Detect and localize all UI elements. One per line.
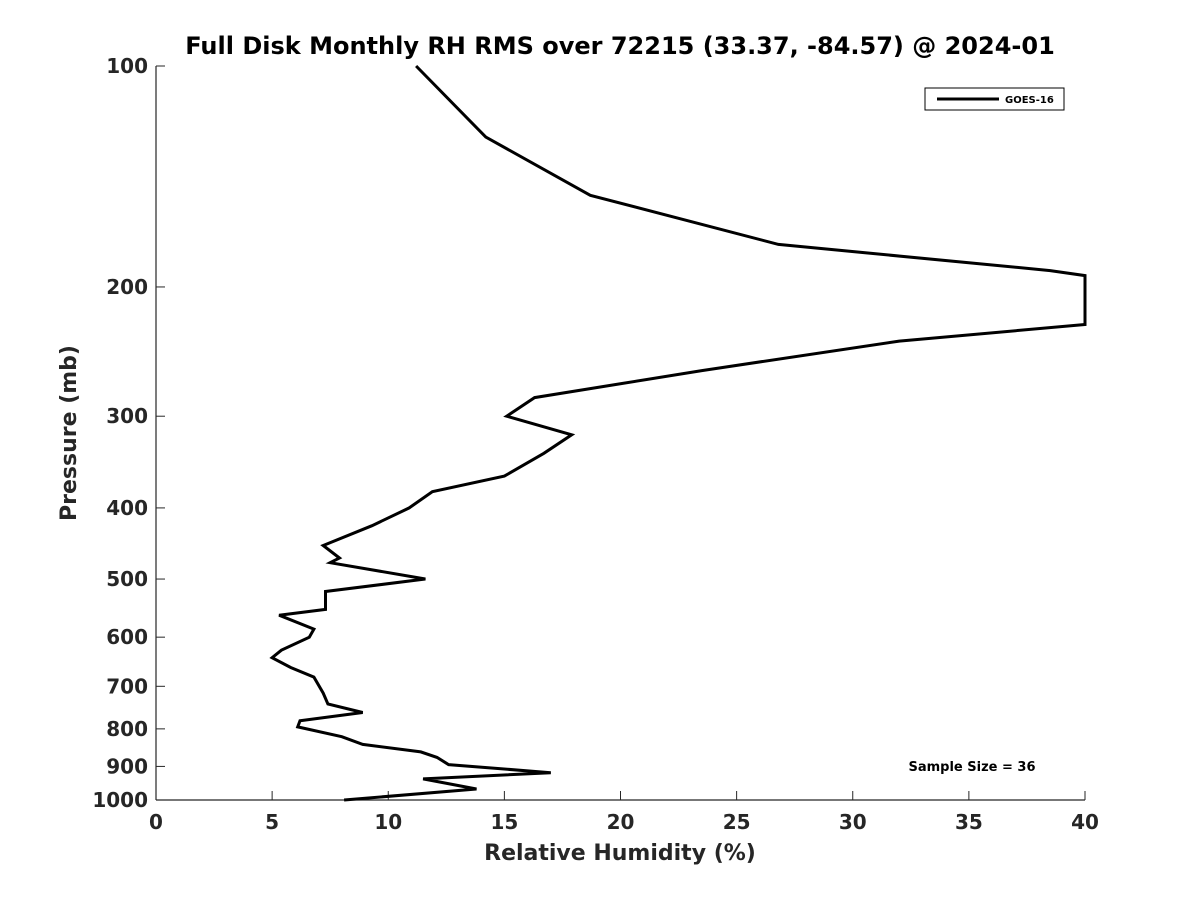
y-tick-label: 500	[106, 567, 148, 591]
y-tick-label: 800	[106, 717, 148, 741]
legend: GOES-16	[924, 87, 1065, 111]
x-tick-label: 35	[955, 810, 983, 834]
plot-axes	[155, 66, 1085, 801]
y-tick-label: 100	[106, 54, 148, 78]
y-axis-label: Pressure (mb)	[57, 345, 82, 521]
x-tick-label: 0	[149, 810, 163, 834]
y-axis-ticks: 100 200 300 400 500 600 700 800 900 1000	[92, 54, 165, 812]
x-tick-label: 15	[490, 810, 518, 834]
sample-size-annotation: Sample Size = 36	[908, 760, 1035, 775]
y-tick-label: 900	[106, 754, 148, 778]
x-tick-label: 30	[839, 810, 867, 834]
y-tick-label: 300	[106, 404, 148, 428]
x-axis-label: Relative Humidity (%)	[484, 841, 756, 866]
y-tick-label: 1000	[92, 788, 148, 812]
y-tick-label: 200	[106, 275, 148, 299]
chart-title: Full Disk Monthly RH RMS over 72215 (33.…	[185, 32, 1055, 60]
x-tick-label: 40	[1071, 810, 1099, 834]
x-tick-label: 20	[607, 810, 635, 834]
x-tick-label: 5	[265, 810, 279, 834]
y-tick-label: 600	[106, 625, 148, 649]
x-axis-ticks: 0 5 10 15 20 25 30 35 40	[149, 791, 1099, 834]
x-tick-label: 10	[374, 810, 402, 834]
y-tick-label: 400	[106, 496, 148, 520]
series-line-goes-16	[269, 64, 1087, 802]
y-tick-label: 700	[106, 674, 148, 698]
x-tick-label: 25	[723, 810, 751, 834]
series-layer	[269, 64, 1087, 802]
legend-entry-goes-16: GOES-16	[1005, 95, 1054, 106]
